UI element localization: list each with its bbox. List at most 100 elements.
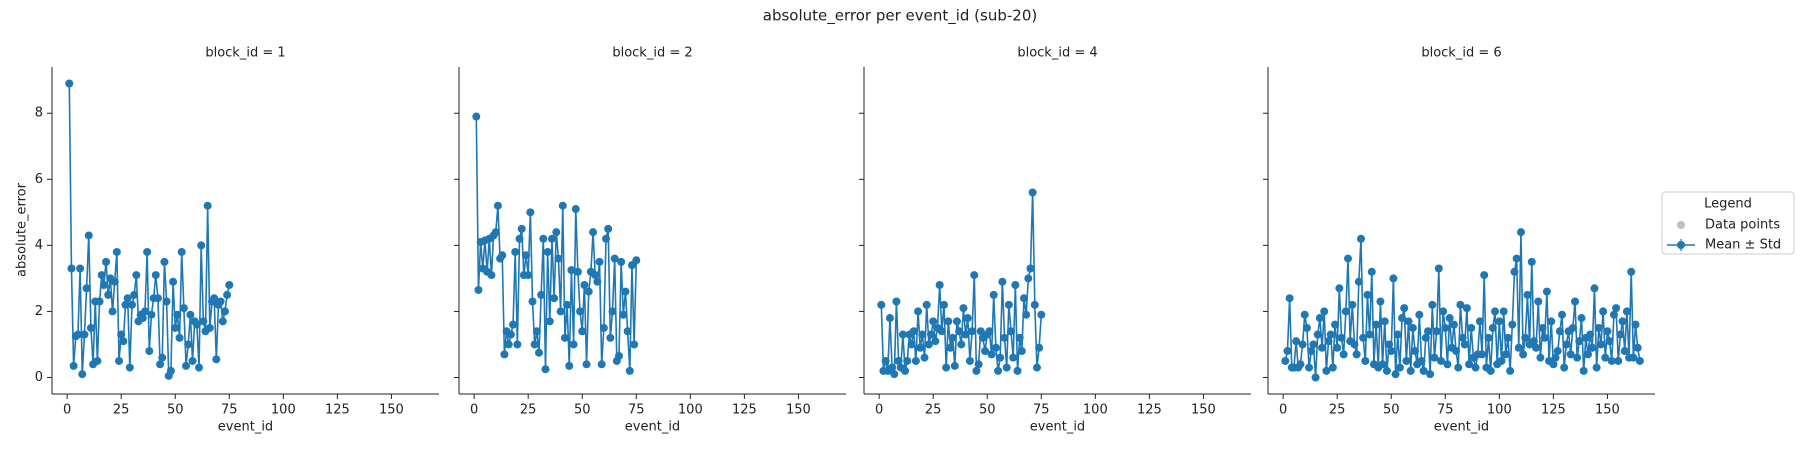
data-point xyxy=(970,271,979,280)
data-point xyxy=(929,317,938,326)
data-point xyxy=(1480,271,1489,280)
data-point xyxy=(991,343,1000,352)
data-point xyxy=(560,333,569,342)
data-point xyxy=(147,310,156,319)
data-point xyxy=(1402,356,1411,365)
data-point xyxy=(595,257,604,266)
data-point xyxy=(212,355,221,364)
data-point xyxy=(80,330,89,339)
data-point xyxy=(1532,343,1541,352)
data-point xyxy=(554,254,563,263)
data-point xyxy=(976,327,985,336)
data-point xyxy=(968,327,977,336)
data-point xyxy=(606,333,615,342)
x-tick-label: 125 xyxy=(1541,403,1566,418)
data-point xyxy=(599,323,608,332)
x-tick-label: 0 xyxy=(1279,403,1287,418)
data-point xyxy=(952,317,961,326)
data-point xyxy=(1400,304,1409,313)
data-point xyxy=(944,317,953,326)
data-point xyxy=(1436,356,1445,365)
data-point xyxy=(1629,353,1638,362)
data-point xyxy=(1558,310,1567,319)
data-point xyxy=(558,201,567,210)
x-tick-label: 0 xyxy=(63,403,71,418)
data-point xyxy=(1529,337,1538,346)
data-point xyxy=(931,337,940,346)
data-point xyxy=(1542,287,1551,296)
data-point xyxy=(1439,307,1448,316)
data-point xyxy=(130,290,139,299)
data-point xyxy=(156,360,165,369)
data-point xyxy=(1503,333,1512,342)
x-axis-label: event_id xyxy=(625,420,680,435)
data-point xyxy=(93,356,102,365)
data-point xyxy=(205,323,214,332)
data-point xyxy=(1309,340,1318,349)
x-tick-label: 75 xyxy=(1437,403,1454,418)
data-point xyxy=(1601,353,1610,362)
data-point xyxy=(1475,317,1484,326)
data-point xyxy=(1467,323,1476,332)
data-point xyxy=(530,340,539,349)
x-tick-label: 25 xyxy=(925,403,942,418)
data-point xyxy=(151,271,160,280)
y-tick-label: 6 xyxy=(35,172,43,187)
data-point xyxy=(95,297,104,306)
data-point xyxy=(1365,330,1374,339)
data-point xyxy=(1594,323,1603,332)
data-point xyxy=(1028,188,1037,197)
data-point xyxy=(1030,300,1039,309)
data-point xyxy=(78,370,87,379)
data-point xyxy=(498,251,507,260)
data-point xyxy=(99,281,108,289)
data-point xyxy=(1348,300,1357,309)
data-point xyxy=(1510,267,1519,276)
x-tick-label: 0 xyxy=(875,403,883,418)
data-point xyxy=(935,281,944,289)
data-point xyxy=(127,300,136,309)
data-point xyxy=(552,228,561,237)
x-tick-label: 150 xyxy=(1191,403,1216,418)
data-point xyxy=(82,284,91,293)
data-point xyxy=(576,307,585,316)
data-point xyxy=(989,290,998,299)
data-point xyxy=(1419,366,1428,375)
legend-marker xyxy=(1677,221,1685,229)
data-point xyxy=(108,307,117,316)
data-point xyxy=(1313,330,1322,339)
data-point xyxy=(632,256,641,265)
data-point xyxy=(1523,290,1532,299)
data-point xyxy=(937,327,946,336)
x-tick-label: 25 xyxy=(113,403,130,418)
x-tick-label: 100 xyxy=(1487,403,1512,418)
data-point xyxy=(218,317,227,326)
x-tick-label: 25 xyxy=(1329,403,1346,418)
x-axis-label: event_id xyxy=(218,420,273,435)
data-point xyxy=(1495,317,1504,326)
data-point xyxy=(474,285,483,294)
data-point xyxy=(1547,317,1556,326)
data-point xyxy=(1445,314,1454,323)
data-point xyxy=(491,228,500,237)
x-tick-label: 150 xyxy=(786,403,811,418)
data-point xyxy=(950,361,959,370)
data-point xyxy=(184,340,193,349)
data-point xyxy=(1022,310,1031,319)
data-point xyxy=(1596,340,1605,349)
data-point xyxy=(524,271,533,280)
data-point xyxy=(1415,310,1424,319)
data-point xyxy=(541,365,550,374)
x-tick-label: 25 xyxy=(520,403,537,418)
data-point xyxy=(894,356,903,365)
data-point xyxy=(571,205,580,214)
data-point xyxy=(1035,343,1044,352)
data-point xyxy=(1460,340,1469,349)
data-point xyxy=(526,208,535,217)
data-point xyxy=(556,307,565,316)
data-point xyxy=(1382,366,1391,375)
data-point xyxy=(920,353,929,362)
data-point xyxy=(563,300,572,309)
x-tick-label: 150 xyxy=(1595,403,1620,418)
data-point xyxy=(1607,356,1616,365)
